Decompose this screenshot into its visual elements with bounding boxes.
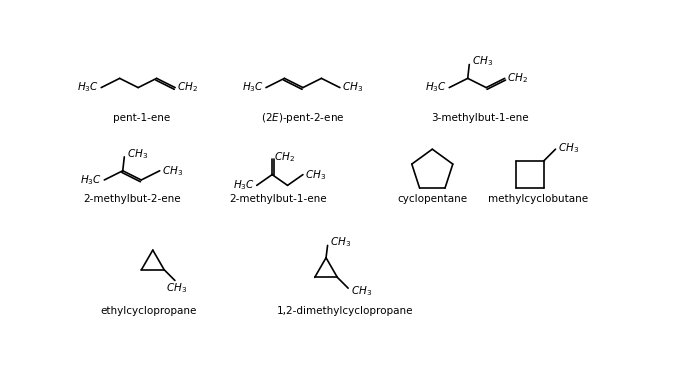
Text: $H_3C$: $H_3C$ (242, 81, 264, 95)
Text: $CH_3$: $CH_3$ (127, 147, 148, 161)
Text: cyclopentane: cyclopentane (397, 194, 467, 204)
Text: $CH_2$: $CH_2$ (507, 72, 528, 85)
Text: $CH_3$: $CH_3$ (306, 168, 326, 181)
Text: 2-methylbut-2-ene: 2-methylbut-2-ene (83, 194, 181, 204)
Text: $CH_3$: $CH_3$ (166, 281, 187, 295)
Text: $CH_3$: $CH_3$ (162, 164, 183, 178)
Text: methylcyclobutane: methylcyclobutane (488, 194, 588, 204)
Text: $H_3C$: $H_3C$ (77, 81, 99, 95)
Text: $CH_3$: $CH_3$ (330, 236, 351, 249)
Text: $(2E)$-pent-2-ene: $(2E)$-pent-2-ene (261, 111, 345, 126)
Text: $CH_2$: $CH_2$ (177, 81, 199, 95)
Text: $CH_3$: $CH_3$ (471, 55, 493, 68)
Text: $H_3C$: $H_3C$ (425, 81, 447, 95)
Text: $H_3C$: $H_3C$ (232, 178, 254, 192)
Text: $H_3C$: $H_3C$ (80, 173, 102, 187)
Text: 3-methylbut-1-ene: 3-methylbut-1-ene (432, 113, 529, 123)
Text: $CH_3$: $CH_3$ (351, 284, 373, 298)
Text: 2-methylbut-1-ene: 2-methylbut-1-ene (229, 194, 327, 204)
Text: $CH_3$: $CH_3$ (342, 81, 363, 95)
Text: pent-1-ene: pent-1-ene (112, 113, 170, 123)
Text: $CH_3$: $CH_3$ (558, 141, 579, 155)
Text: ethylcyclopropane: ethylcyclopropane (101, 306, 197, 316)
Text: 1,2-dimethylcyclopropane: 1,2-dimethylcyclopropane (277, 306, 414, 316)
Text: $CH_2$: $CH_2$ (275, 150, 295, 164)
